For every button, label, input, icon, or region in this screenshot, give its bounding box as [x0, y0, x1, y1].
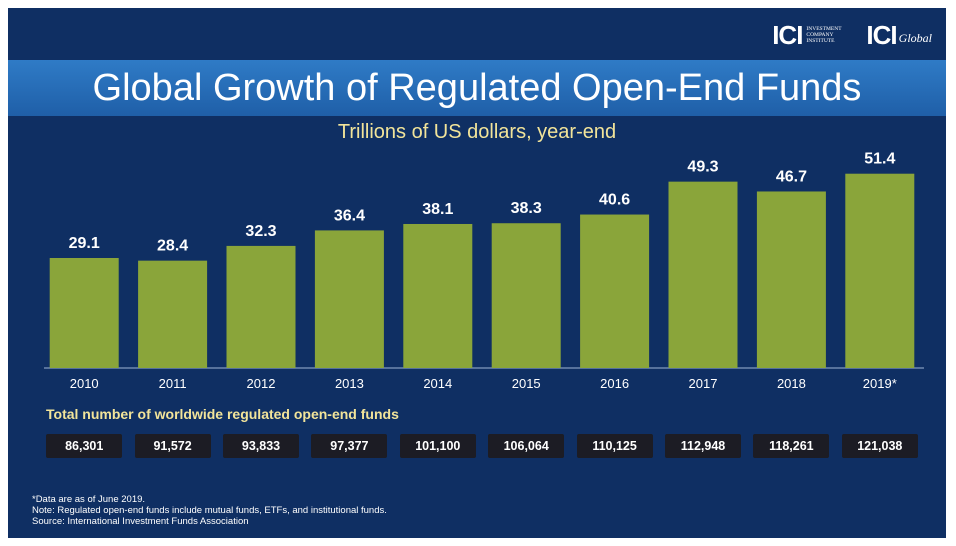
chart-slide: ICI Investment Company Institute ICI Glo…	[8, 8, 946, 538]
x-tick-label: 2013	[335, 376, 364, 391]
x-tick-label: 2017	[689, 376, 718, 391]
data-label: 29.1	[69, 235, 100, 252]
fund-count-cell: 110,125	[576, 434, 653, 458]
bar-2011	[138, 260, 208, 368]
fund-count-cell: 106,064	[488, 434, 565, 458]
ici-logo-subtitle: Investment Company Institute	[806, 26, 842, 44]
bar-2018	[756, 191, 826, 368]
ici-global-logo-mark: ICI	[866, 20, 897, 50]
fund-count-cell: 121,038	[841, 434, 918, 458]
chart-subtitle: Trillions of US dollars, year-end	[337, 121, 617, 143]
logo-group: ICI Investment Company Institute ICI Glo…	[772, 18, 932, 52]
chart-title: Global Growth of Regulated Open-End Fund…	[92, 67, 862, 109]
footnote-source: Source: International Investment Funds A…	[32, 516, 249, 527]
fund-count-label: Total number of worldwide regulated open…	[46, 406, 399, 422]
bar-2010	[49, 258, 119, 368]
x-tick-label: 2011	[159, 376, 187, 391]
data-label: 49.3	[687, 159, 718, 176]
fund-count-cell: 91,572	[134, 434, 211, 458]
bar-2014	[403, 223, 473, 368]
data-label: 51.4	[864, 151, 895, 168]
bar-2019	[845, 173, 915, 368]
title-band: Global Growth of Regulated Open-End Fund…	[8, 60, 946, 116]
fund-count-cell: 118,261	[753, 434, 830, 458]
data-label: 36.4	[334, 207, 365, 224]
bar-2012	[226, 245, 296, 368]
x-tick-label: 2012	[247, 376, 276, 391]
footnote-data-date: *Data are as of June 2019.	[32, 494, 146, 505]
x-tick-label: 2010	[70, 376, 99, 391]
ici-global-logo-word: Global	[898, 30, 932, 45]
data-label: 28.4	[157, 238, 188, 255]
data-label: 40.6	[599, 192, 630, 209]
footnote-definition: Note: Regulated open-end funds include m…	[32, 505, 387, 516]
fund-count-cell: 101,100	[399, 434, 476, 458]
data-label: 46.7	[776, 168, 807, 185]
x-tick-label: 2015	[512, 376, 541, 391]
ici-logo: ICI Investment Company Institute	[772, 22, 850, 48]
x-tick-label: 2018	[777, 376, 806, 391]
x-tick-label: 2016	[600, 376, 629, 391]
bar-chart: 29.1 2010 28.4 2011 32.3 2012 36.4 2013 38.1 2014…	[44, 151, 924, 391]
x-tick-label: 2019*	[863, 376, 897, 391]
ici-logo-mark: ICI	[772, 20, 803, 50]
fund-count-row: 86,301 91,572 93,833 97,377 101,100 106,064 11…	[8, 434, 946, 458]
fund-count-cell: 93,833	[223, 434, 299, 458]
bar-2016	[580, 214, 650, 368]
fund-count-cell: 112,948	[665, 434, 741, 458]
fund-count-cell: 97,377	[311, 434, 388, 458]
fund-count-cell: 86,301	[46, 434, 123, 458]
data-label: 38.3	[511, 200, 542, 217]
bar-2013	[314, 230, 384, 368]
bar-2017	[668, 181, 738, 368]
ici-global-logo: ICI Global	[866, 22, 932, 48]
data-label: 38.1	[422, 201, 453, 218]
x-tick-label: 2014	[423, 376, 452, 391]
footnotes: *Data are as of June 2019. Note: Regulat…	[32, 494, 387, 527]
data-label: 32.3	[245, 223, 276, 240]
bar-2015	[491, 223, 561, 368]
